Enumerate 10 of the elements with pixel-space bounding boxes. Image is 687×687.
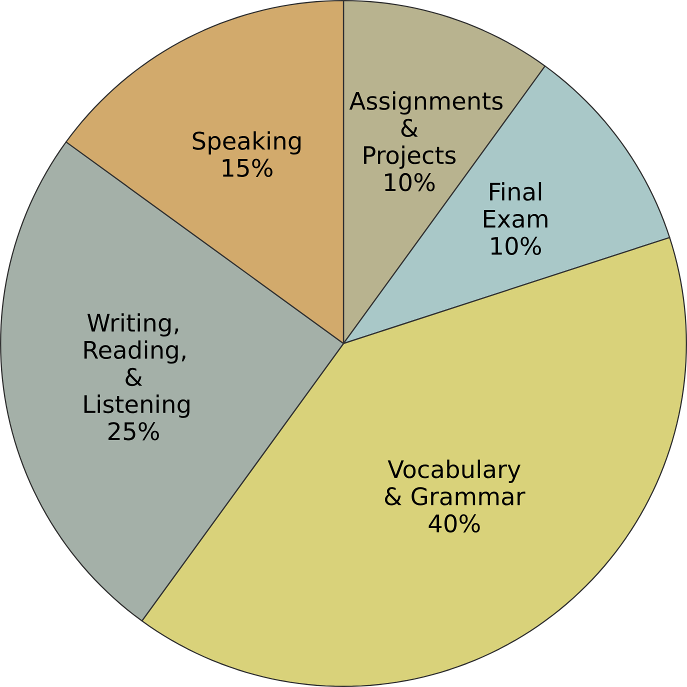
slice-label: Writing, Reading, & Listening (84, 313, 190, 418)
data-label: 10% (491, 236, 541, 255)
slice-label: Speaking (192, 131, 301, 155)
slice-label: Final Exam (484, 182, 548, 228)
data-label: 25% (108, 422, 159, 440)
slice-label: Assignments & Projects (349, 91, 503, 169)
data-label: 15% (222, 158, 272, 177)
data-label: 10% (385, 173, 435, 192)
data-label: 40% (428, 514, 480, 533)
slice-label: Vocabulary & Grammar (384, 460, 526, 506)
